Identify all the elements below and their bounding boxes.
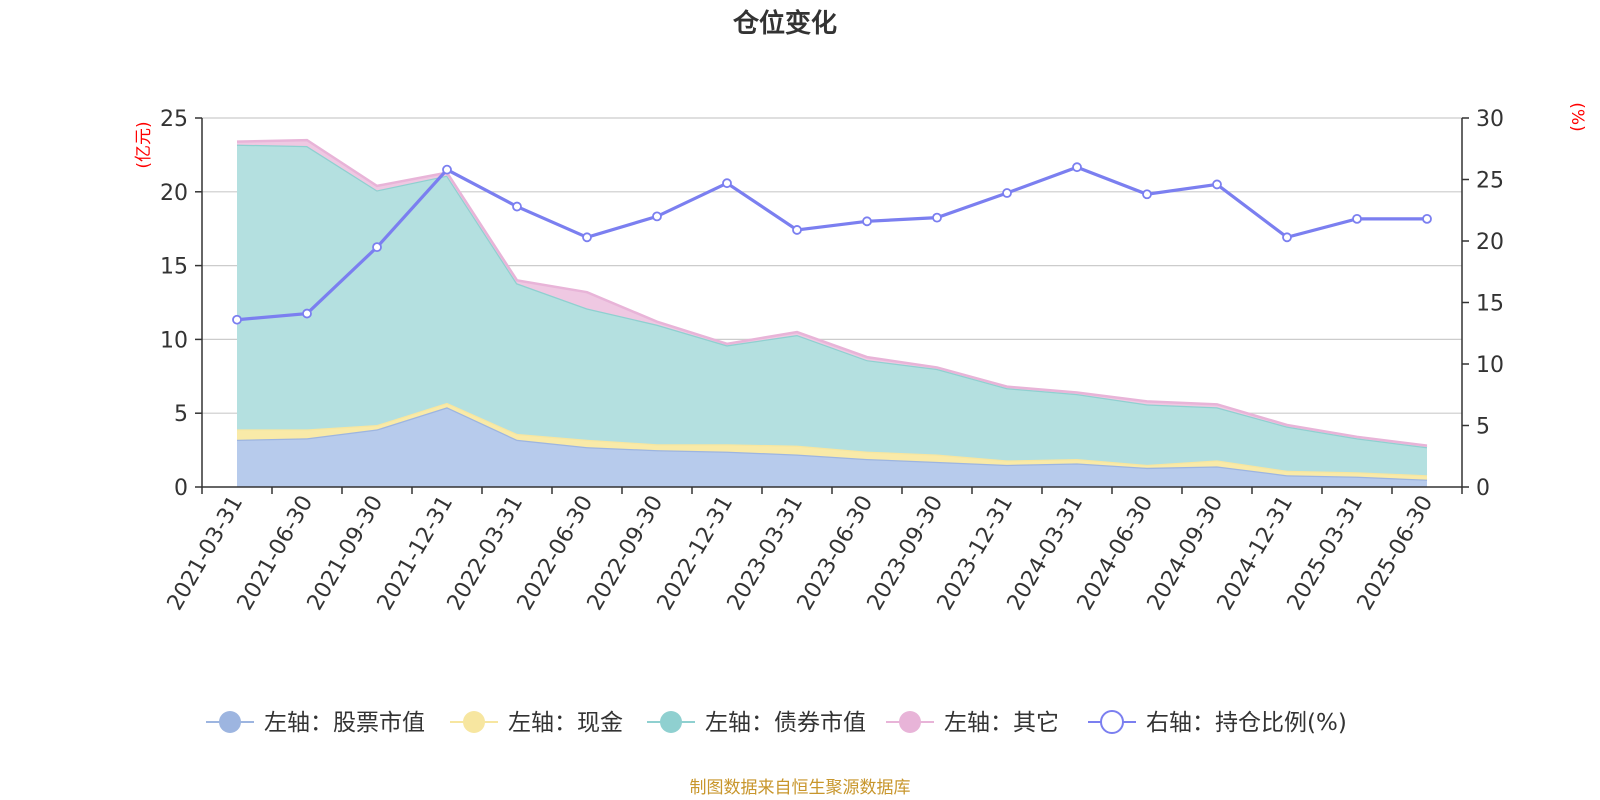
ratio-point-12[interactable]	[1072, 162, 1082, 173]
ratio-point-8[interactable]	[792, 225, 802, 235]
ratio-point-0[interactable]	[232, 314, 242, 325]
ratio-point-1[interactable]	[302, 308, 312, 319]
right-tick-label-0: 0	[1476, 476, 1490, 501]
legend-label: 左轴：现金	[508, 710, 623, 736]
legend-label: 左轴：股票市值	[264, 710, 425, 736]
ratio-point-9[interactable]	[862, 216, 872, 227]
ratio-point-7[interactable]	[722, 178, 732, 189]
legend-marker	[219, 711, 241, 733]
legend-label: 左轴：债券市值	[705, 710, 866, 736]
stacked-area-series	[236, 138, 1428, 487]
ratio-point-4[interactable]	[512, 201, 522, 212]
legend-item-1[interactable]: 左轴：现金	[450, 710, 623, 736]
right-tick-label-5: 25	[1476, 169, 1504, 194]
legend-item-4[interactable]: 右轴：持仓比例(%)	[1088, 710, 1347, 736]
x-tick-label-17: 2025-06-30	[1353, 492, 1439, 615]
ratio-point-13[interactable]	[1142, 189, 1152, 200]
area-edge-series-2	[236, 143, 1428, 449]
chart-title: 仓位变化	[732, 8, 837, 39]
ratio-line-series	[232, 162, 1432, 325]
legend-label: 右轴：持仓比例(%)	[1146, 710, 1347, 736]
legend-label: 左轴：其它	[944, 710, 1059, 736]
left-tick-label-4: 20	[160, 181, 188, 206]
right-tick-label-4: 20	[1476, 230, 1504, 255]
legend-marker	[463, 711, 485, 733]
ratio-point-15[interactable]	[1282, 232, 1292, 243]
legend-marker	[660, 711, 682, 733]
left-tick-label-2: 10	[160, 328, 188, 353]
legend[interactable]: 左轴：股票市值 左轴：现金 左轴：债券市值 左轴：其它 右轴：持仓比例(%)	[206, 710, 1347, 736]
area-series-2	[237, 144, 1427, 476]
right-tick-label-6: 30	[1476, 107, 1504, 132]
ratio-point-10[interactable]	[932, 212, 942, 223]
left-axis-unit: (亿元)	[134, 121, 154, 168]
legend-item-0[interactable]: 左轴：股票市值	[206, 710, 425, 736]
ratio-point-11[interactable]	[1002, 188, 1012, 198]
right-tick-label-1: 5	[1476, 415, 1490, 440]
data-source-note: 制图数据来自恒生聚源数据库	[690, 778, 911, 798]
ratio-point-6[interactable]	[652, 211, 662, 222]
right-axis-unit: (%)	[1567, 102, 1587, 131]
ratio-line	[236, 165, 1427, 322]
left-tick-label-1: 5	[174, 402, 188, 427]
ratio-point-14[interactable]	[1212, 179, 1222, 190]
right-tick-label-3: 15	[1476, 292, 1504, 317]
ratio-point-2[interactable]	[372, 242, 382, 253]
legend-marker	[1100, 710, 1124, 734]
right-tick-label-2: 10	[1476, 353, 1504, 378]
left-tick-label-5: 25	[160, 107, 188, 132]
ratio-point-3[interactable]	[442, 164, 452, 175]
left-tick-label-3: 15	[160, 255, 188, 280]
area-edge-series-3	[236, 138, 1428, 447]
ratio-point-16[interactable]	[1352, 213, 1362, 224]
legend-item-2[interactable]: 左轴：债券市值	[647, 710, 866, 736]
ratio-point-17[interactable]	[1422, 213, 1432, 224]
left-tick-label-0: 0	[174, 476, 188, 501]
legend-item-3[interactable]: 左轴：其它	[886, 710, 1059, 736]
legend-marker	[899, 711, 921, 733]
ratio-point-5[interactable]	[582, 232, 592, 243]
